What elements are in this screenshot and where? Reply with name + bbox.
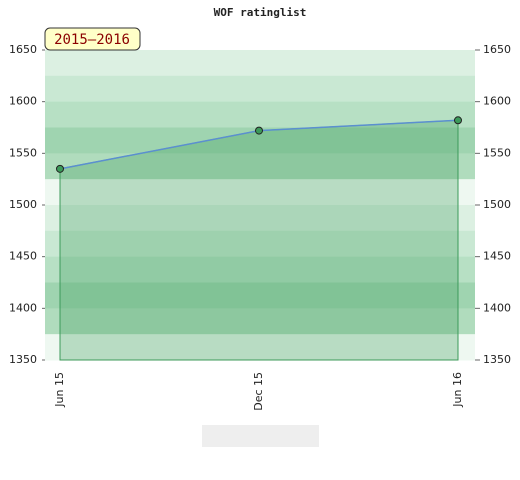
y-tick-label: 1500 <box>9 198 37 211</box>
band <box>45 282 475 309</box>
badge-box <box>44 27 141 51</box>
badge: 2015–2016 <box>54 32 130 48</box>
band <box>45 50 475 77</box>
band <box>45 230 475 258</box>
band <box>45 205 475 232</box>
marker <box>255 126 263 135</box>
y-tick-label: 1450 <box>9 250 37 263</box>
band <box>45 334 475 361</box>
y-tick-label: 1650 <box>9 43 37 56</box>
band <box>45 179 475 206</box>
band <box>45 256 475 283</box>
y2-tick-label: 1650 <box>483 43 511 56</box>
x-tick-label: Jun 15 <box>53 372 66 408</box>
marker <box>454 116 462 125</box>
y2-tick-label: 1550 <box>483 146 511 159</box>
y2-tick-label: 1450 <box>483 250 511 263</box>
y-tick-label: 1550 <box>9 146 37 159</box>
y2-tick-label: 1600 <box>483 95 511 108</box>
x-tick-label: Jun 16 <box>451 372 464 408</box>
y2-tick-label: 1350 <box>483 353 511 366</box>
x-tick-label: Dec 15 <box>252 372 265 411</box>
y2-tick-label: 1500 <box>483 198 511 211</box>
y-tick-label: 1400 <box>9 301 37 314</box>
plot-background <box>45 50 475 361</box>
marker <box>56 164 64 173</box>
legend-box <box>202 425 319 447</box>
y2-tick-label: 1400 <box>483 301 511 314</box>
band <box>45 308 475 335</box>
band <box>45 75 475 103</box>
y-tick-label: 1350 <box>9 353 37 366</box>
y-tick-label: 1600 <box>9 95 37 108</box>
chart-title: WOF ratinglist <box>214 6 307 19</box>
